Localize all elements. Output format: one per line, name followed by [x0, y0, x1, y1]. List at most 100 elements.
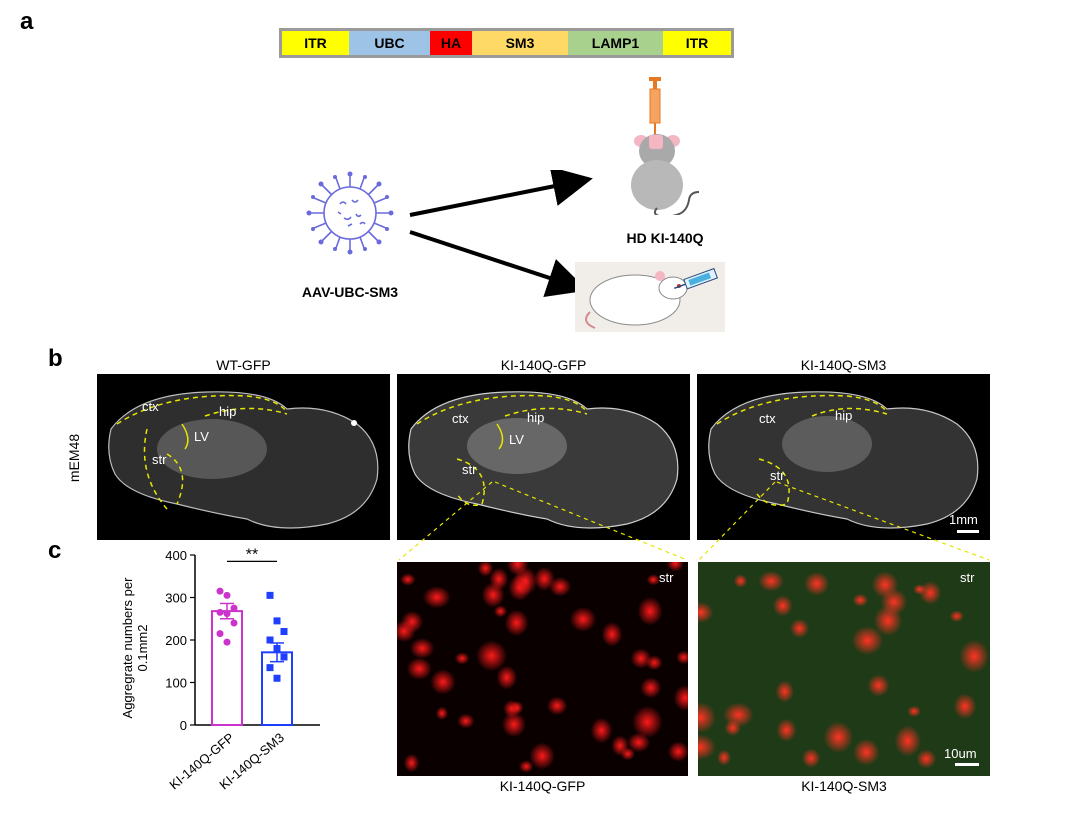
data-point [230, 604, 238, 612]
aggregate-spot [916, 749, 937, 769]
aav-construct-map: ITR UBC HA SM3 LAMP1 ITR [279, 28, 734, 58]
data-point [273, 617, 281, 625]
aggregate-spot [409, 637, 435, 659]
aggregate-spot [823, 721, 854, 754]
bar-1 [211, 610, 243, 726]
aggregate-spot [758, 570, 784, 592]
microscopy-ki-sm3: str 10um [698, 562, 990, 776]
region-label-lv: LV [509, 432, 524, 447]
aggregate-spot [949, 610, 964, 623]
aggregate-spot [430, 669, 456, 695]
construct-label: LAMP1 [591, 35, 640, 51]
aggregate-spot [457, 713, 475, 729]
data-point [266, 636, 274, 644]
data-point [223, 610, 231, 618]
arrow-to-tail-vein [409, 230, 588, 297]
aggregate-spot [959, 639, 990, 673]
brain-section-wt-gfp: ctx hip LV str [97, 374, 390, 540]
aggregate-spot [519, 760, 534, 773]
y-axis-label: Aggregrate numbers per 0.1mm2 [120, 577, 150, 719]
mouse-iv-injection-icon [575, 262, 725, 332]
y-axis-label-container: Aggregrate numbers per 0.1mm2 [120, 555, 150, 735]
mouse-label: HD KI-140Q [626, 230, 704, 246]
aggregate-spot [590, 717, 613, 744]
aggregate-spot [620, 747, 636, 761]
aggregate-spot [496, 665, 518, 690]
data-point [266, 591, 274, 599]
aggregate-spot [630, 648, 652, 669]
aggregate-spot [789, 618, 810, 639]
aggregate-spot [646, 574, 661, 586]
region-label-ctx: ctx [142, 399, 159, 414]
region-label-str: str [152, 452, 167, 467]
aggregate-spot [501, 711, 526, 738]
aggregate-spot [667, 741, 688, 762]
panel-label-b: b [48, 345, 63, 372]
scalebar-label: 1mm [949, 512, 978, 527]
aggregate-spot [775, 680, 795, 703]
aggregate-spot [477, 562, 494, 577]
aggregate-spot [569, 606, 597, 632]
data-point [230, 619, 238, 627]
region-label-str: str [770, 468, 785, 483]
aggregate-spot [406, 657, 432, 680]
data-point [216, 608, 224, 616]
aggregate-spot [435, 706, 449, 721]
panel-label-a: a [20, 8, 34, 35]
aggregate-spot [529, 742, 555, 770]
data-point [273, 674, 281, 682]
aggregate-spot [503, 699, 520, 718]
data-point [223, 591, 231, 599]
aggregate-spot [852, 593, 869, 607]
aggregate-spot [772, 595, 793, 617]
aggregate-spot [717, 749, 732, 766]
zoom-guide-lines [398, 481, 990, 561]
data-point [280, 653, 288, 661]
mouse-head-injection-icon [631, 77, 700, 215]
aggregate-spot [666, 562, 684, 572]
construct-segment-itr-right: ITR [663, 31, 731, 55]
construct-label: HA [440, 35, 462, 51]
aggregate-spot [673, 684, 688, 711]
data-point [223, 638, 231, 646]
aggregate-spot [506, 562, 529, 576]
aggregate-spot [640, 677, 662, 699]
aggregate-spot [476, 640, 508, 672]
aggregate-spot [401, 610, 424, 633]
region-label-ctx: ctx [759, 411, 776, 426]
aggregate-spot [400, 573, 416, 586]
aggregate-spot [907, 705, 922, 718]
injection-arrows [409, 170, 593, 297]
micro-scalebar-label: 10um [944, 746, 977, 761]
micro-scalebar [955, 763, 979, 766]
aggregate-spot [403, 753, 420, 773]
aggregate-spot [913, 584, 927, 595]
aggregate-spot [533, 566, 555, 591]
construct-segment-sm3: SM3 [472, 31, 568, 55]
micro-title-ki-sm3: KI-140Q-SM3 [801, 778, 887, 794]
aggregate-spot [508, 574, 531, 601]
aggregate-spot [776, 718, 797, 742]
aggregate-spot [546, 696, 568, 716]
brain-section-ki-gfp: ctx hip LV str [397, 374, 690, 540]
construct-segment-itr-left: ITR [282, 31, 349, 55]
aggregate-spot [493, 605, 508, 618]
aav-virus-icon [306, 171, 394, 255]
aggregate-spot [894, 725, 922, 757]
mEM48-label: mEM48 [66, 433, 83, 483]
region-label-hip: hip [527, 410, 545, 425]
region-label-hip: hip [835, 408, 853, 423]
aggregate-spot [804, 571, 830, 596]
construct-label: ITR [685, 35, 709, 51]
aggregate-spot [504, 609, 529, 637]
aggregate-spot [867, 674, 890, 697]
aggregate-spot [422, 586, 451, 609]
aggregate-spot [698, 734, 716, 761]
construct-label: ITR [304, 35, 327, 51]
aggregate-spot [549, 576, 572, 597]
aggregate-spot [698, 601, 714, 623]
aggregate-spot [723, 702, 754, 728]
y-tick-label: 200 [165, 633, 187, 648]
y-tick-label: 0 [180, 718, 187, 733]
